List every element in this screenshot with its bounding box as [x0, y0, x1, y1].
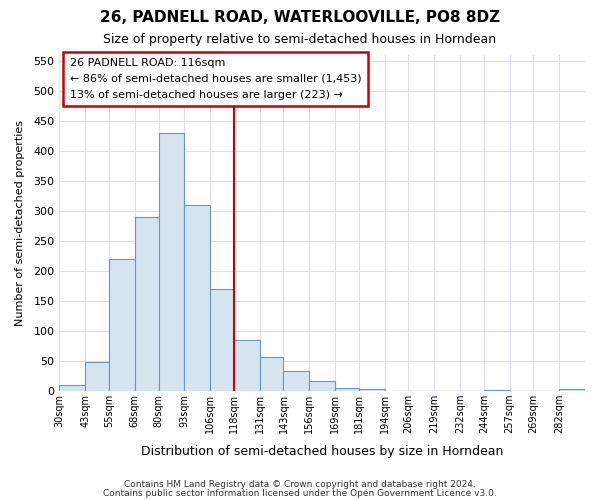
Bar [260, 357, 283, 391]
Bar [210, 289, 234, 391]
Bar [533, 390, 559, 391]
Text: 26, PADNELL ROAD, WATERLOOVILLE, PO8 8DZ: 26, PADNELL ROAD, WATERLOOVILLE, PO8 8DZ [100, 10, 500, 25]
Bar [359, 390, 385, 391]
Bar [109, 259, 135, 391]
Bar [158, 133, 184, 391]
Text: Contains HM Land Registry data © Crown copyright and database right 2024.: Contains HM Land Registry data © Crown c… [124, 480, 476, 489]
Text: Size of property relative to semi-detached houses in Horndean: Size of property relative to semi-detach… [103, 32, 497, 46]
Y-axis label: Number of semi-detached properties: Number of semi-detached properties [15, 120, 25, 326]
Bar [309, 381, 335, 391]
Bar [283, 372, 309, 391]
Bar [484, 390, 509, 391]
Bar [335, 388, 359, 391]
X-axis label: Distribution of semi-detached houses by size in Horndean: Distribution of semi-detached houses by … [141, 444, 503, 458]
Text: 26 PADNELL ROAD: 116sqm
← 86% of semi-detached houses are smaller (1,453)
13% of: 26 PADNELL ROAD: 116sqm ← 86% of semi-de… [70, 58, 361, 100]
Bar [184, 205, 210, 391]
Bar [234, 340, 260, 391]
Bar [85, 362, 109, 391]
Text: Contains public sector information licensed under the Open Government Licence v3: Contains public sector information licen… [103, 488, 497, 498]
Bar [59, 385, 85, 391]
Bar [559, 390, 585, 391]
Bar [385, 390, 409, 391]
Bar [135, 217, 158, 391]
